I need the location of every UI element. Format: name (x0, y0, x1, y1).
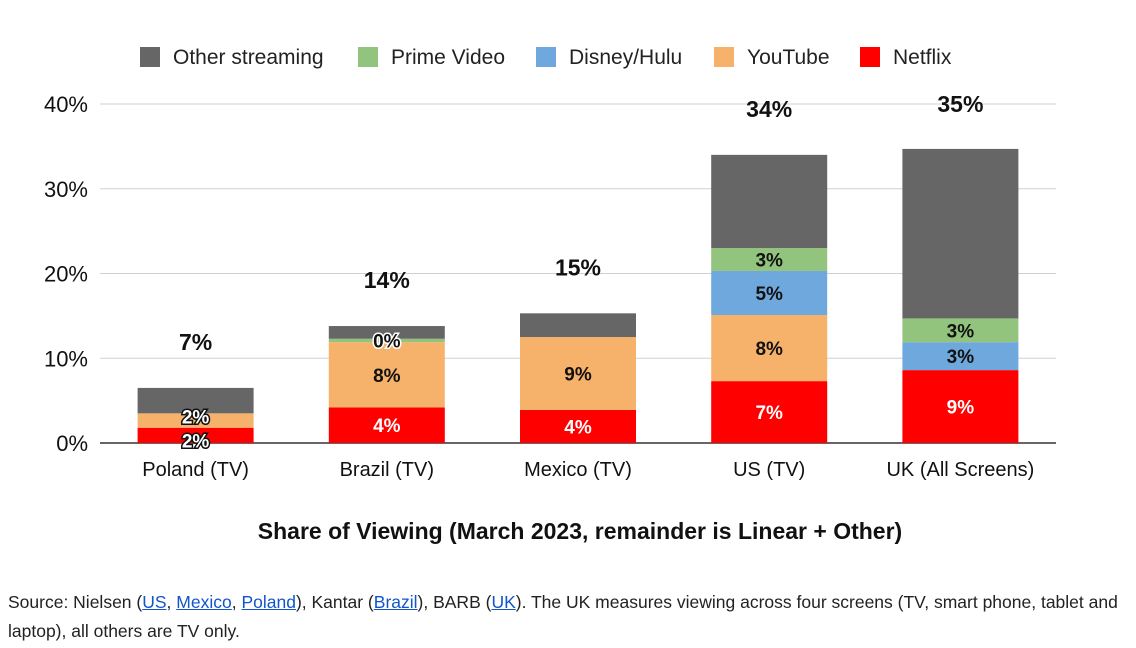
bar-segment-youtube (711, 315, 828, 382)
segment-label-prime-video: 3% (947, 321, 975, 342)
bar-segment-netflix (137, 427, 254, 443)
segment-label-netflix: 4% (564, 417, 592, 438)
category-label: US (TV) (733, 459, 805, 481)
bar-segment-other-streaming (328, 326, 445, 339)
segment-label-disney-hulu: 3% (947, 347, 975, 368)
total-label: 7% (179, 329, 212, 355)
category-labels: Poland (TV) Brazil (TV) Mexico (TV) US (TV)… (142, 459, 1034, 481)
bar-segment-other-streaming (520, 313, 636, 338)
segment-label-netflix: 4% (373, 416, 401, 437)
bar-segment-netflix (328, 407, 445, 443)
segment-label-disney-hulu: 5% (755, 284, 783, 305)
legend: Other streaming Prime Video Disney/Hulu You… (140, 46, 952, 69)
source-suffix: ). The UK measures viewing across four s… (8, 592, 1118, 641)
total-label: 35% (937, 91, 983, 117)
y-tick-label: 0% (56, 431, 88, 456)
legend-swatch-disney-hulu (536, 47, 556, 67)
legend-label-netflix: Netflix (893, 46, 952, 69)
y-axis-ticks: 0% 10% 20% 30% 40% (44, 92, 88, 456)
y-tick-label: 20% (44, 262, 88, 287)
legend-swatch-youtube (714, 47, 734, 67)
legend-label-prime-video: Prime Video (391, 46, 505, 69)
link-brazil[interactable]: Brazil (373, 592, 418, 612)
category-label: Mexico (TV) (524, 459, 632, 481)
bar-segment-prime-video (711, 248, 828, 271)
category-label: Poland (TV) (142, 459, 249, 481)
bar-segment-disney-hulu (711, 270, 828, 316)
source-prefix: Source: Nielsen ( (8, 592, 143, 612)
category-label: UK (All Screens) (886, 459, 1034, 481)
segment-label-prime-video: 3% (755, 251, 783, 272)
bar-segment-netflix (711, 381, 828, 443)
segment-label-netflix: 7% (755, 403, 783, 424)
segment-label-netflix: 2% (182, 431, 210, 452)
bars (137, 148, 1019, 443)
bar-segment-prime-video (902, 318, 1019, 343)
source-text: ), BARB ( (417, 592, 492, 612)
y-tick-label: 40% (44, 92, 88, 117)
segment-label-prime-video: 0% (373, 331, 401, 352)
legend-swatch-netflix (860, 47, 880, 67)
link-us[interactable]: US (142, 592, 167, 612)
total-label: 34% (746, 96, 792, 122)
bar-segment-youtube (137, 413, 254, 428)
y-tick-label: 30% (44, 177, 88, 202)
bar-segment-youtube (328, 342, 445, 408)
bar-segment-disney-hulu (902, 342, 1019, 371)
segment-label-youtube: 2% (182, 408, 210, 429)
source-text: ), Kantar ( (295, 592, 374, 612)
legend-swatch-other-streaming (140, 47, 160, 67)
bar-segment-netflix (520, 409, 636, 443)
link-mexico[interactable]: Mexico (176, 592, 232, 612)
y-tick-label: 10% (44, 346, 88, 371)
bar-segment-netflix (902, 370, 1019, 443)
stacked-bar-chart: Other streaming Prime Video Disney/Hulu You… (44, 46, 1056, 481)
link-poland[interactable]: Poland (241, 592, 296, 612)
bar-segment-prime-video (328, 338, 445, 343)
bar-segment-other-streaming (902, 148, 1019, 319)
bar-segment-other-streaming (711, 154, 828, 249)
chart-title: Share of Viewing (March 2023, remainder … (257, 518, 903, 544)
total-label: 14% (364, 267, 410, 293)
legend-label-disney-hulu: Disney/Hulu (569, 46, 682, 69)
segment-label-youtube: 8% (755, 339, 783, 360)
source-sep: , (166, 592, 177, 612)
legend-label-other-streaming: Other streaming (173, 46, 324, 69)
total-labels: 7% 14% 15% 34% 35% (179, 91, 983, 355)
bar-segment-youtube (520, 337, 636, 410)
segment-label-netflix: 9% (947, 398, 975, 419)
total-label: 15% (555, 254, 601, 280)
segment-label-youtube: 9% (564, 365, 592, 386)
link-uk[interactable]: UK (491, 592, 516, 612)
segment-label-youtube: 8% (373, 366, 401, 387)
segment-labels: 2%2% 4% 8% 0% 4% 9% 7% 8% 5% 3% 9% 3% 3% (180, 251, 975, 454)
bar-segment-other-streaming (137, 387, 254, 414)
source-note: Source: Nielsen (US, Mexico, Poland), Ka… (8, 588, 1118, 646)
source-sep: , (231, 592, 242, 612)
legend-swatch-prime-video (358, 47, 378, 67)
legend-label-youtube: YouTube (747, 46, 830, 69)
category-label: Brazil (TV) (340, 459, 434, 481)
